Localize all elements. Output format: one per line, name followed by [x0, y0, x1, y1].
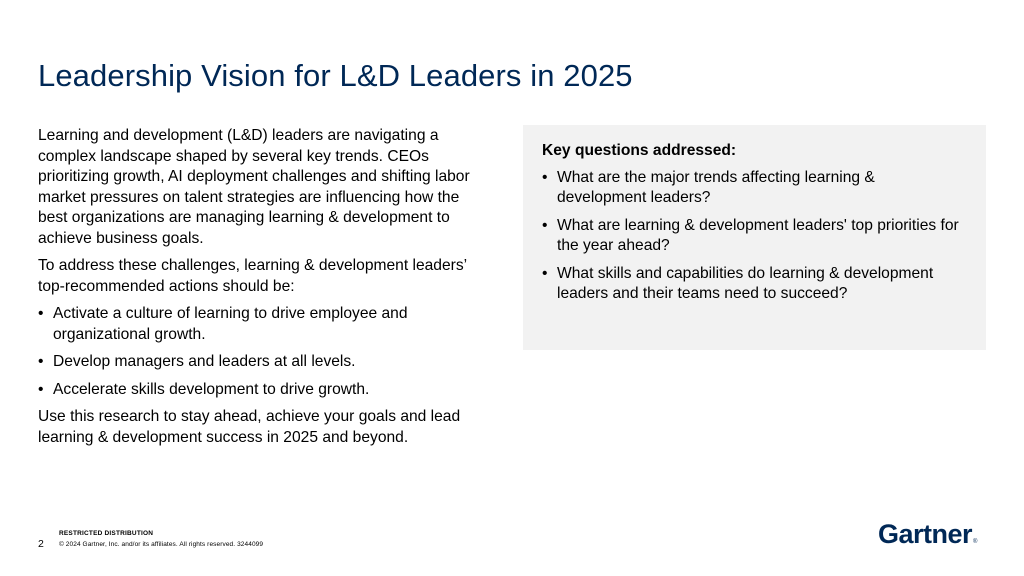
page-title: Leadership Vision for L&D Leaders in 202… [38, 58, 633, 93]
list-item: • Develop managers and leaders at all le… [38, 352, 493, 373]
list-item: • What are learning & development leader… [542, 216, 968, 257]
list-item: • What skills and capabilities do learni… [542, 264, 968, 305]
question-text: What skills and capabilities do learning… [557, 264, 934, 303]
panel-heading: Key questions addressed: [542, 142, 737, 159]
bullet-icon: • [542, 216, 548, 234]
action-text: Activate a culture of learning to drive … [53, 305, 408, 343]
key-questions-panel: Key questions addressed: • What are the … [523, 125, 986, 350]
bullet-icon: • [38, 353, 44, 370]
closing-paragraph: Use this research to stay ahead, achieve… [38, 408, 461, 446]
body-text-column: Learning and development (L&D) leaders a… [38, 126, 493, 455]
action-text: Develop managers and leaders at all leve… [53, 353, 356, 370]
copyright-notice: © 2024 Gartner, Inc. and/or its affiliat… [59, 541, 264, 548]
list-item: • Accelerate skills development to drive… [38, 380, 493, 401]
action-text: Accelerate skills development to drive g… [53, 380, 370, 398]
intro-paragraph: Learning and development (L&D) leaders a… [38, 127, 470, 247]
bullet-icon: • [542, 168, 548, 186]
lead-in-paragraph: To address these challenges, learning & … [38, 257, 467, 295]
question-text: What are learning & development leaders'… [557, 216, 959, 255]
restricted-label: RESTRICTED DISTRIBUTION [59, 530, 154, 537]
registered-mark: ® [973, 539, 977, 545]
logo-wordmark: Gartner [878, 519, 973, 549]
bullet-icon: • [38, 380, 44, 398]
question-list: • What are the major trends affecting le… [542, 168, 968, 305]
action-list: • Activate a culture of learning to driv… [38, 304, 493, 400]
gartner-logo: Gartner® [878, 519, 977, 550]
bullet-icon: • [542, 264, 548, 282]
bullet-icon: • [38, 305, 44, 322]
page-number: 2 [38, 538, 44, 550]
list-item: • What are the major trends affecting le… [542, 168, 968, 209]
list-item: • Activate a culture of learning to driv… [38, 304, 493, 345]
question-text: What are the major trends affecting lear… [557, 168, 875, 207]
